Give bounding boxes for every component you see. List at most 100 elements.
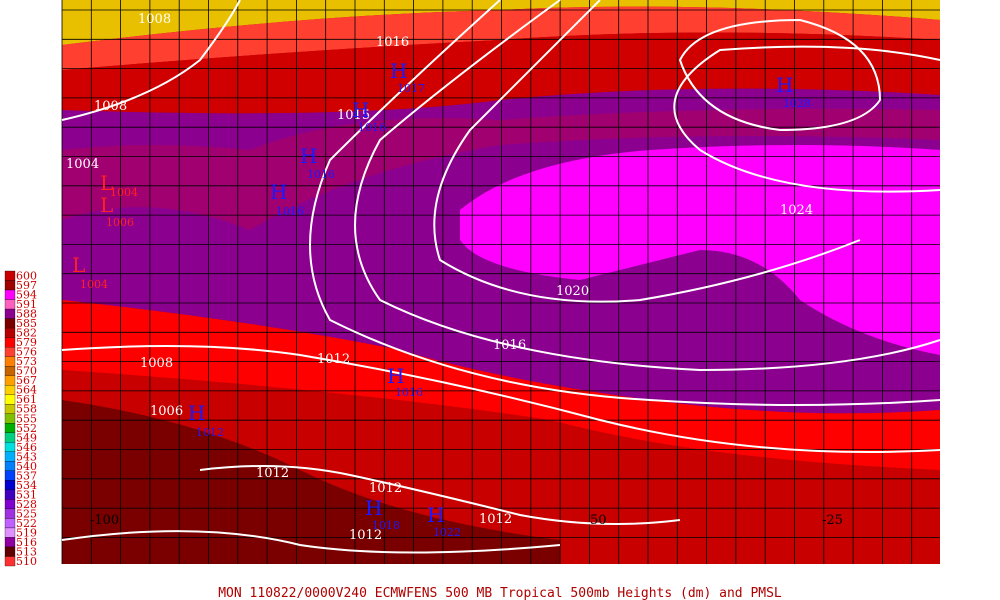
legend-swatch <box>4 356 16 367</box>
low-mark: L <box>72 253 85 277</box>
longitude-labels: -100 50 -25 <box>90 513 843 528</box>
band <box>62 6 940 70</box>
high-value: 1016 <box>395 386 423 399</box>
legend-label: 564 <box>16 384 37 397</box>
legend-swatch <box>4 423 16 433</box>
isobar-line <box>309 0 941 406</box>
high-mark: H <box>270 180 287 204</box>
isobar-line <box>678 18 882 132</box>
legend-swatch <box>4 299 16 310</box>
band <box>62 400 560 564</box>
legend-label: 591 <box>16 298 37 311</box>
isobar-label: 1012 <box>349 528 382 543</box>
isobar-label: 1008 <box>140 356 173 371</box>
legend-label: 540 <box>16 460 37 473</box>
high-value: 1016 <box>307 168 335 181</box>
isobar-label: 1012 <box>369 481 402 496</box>
band <box>62 108 940 230</box>
legend-label: 576 <box>16 346 37 359</box>
color-legend: 6005975945915885855825795765735705675645… <box>4 270 37 568</box>
pressure-centers: H 1017 H 1016 H 1016 H 1016 H 1028 H 101… <box>72 59 811 539</box>
legend-swatch <box>4 289 16 300</box>
legend-swatch <box>4 366 16 376</box>
legend-swatch <box>4 546 16 557</box>
high-value: 1016 <box>276 205 304 218</box>
legend-label: 555 <box>16 412 37 425</box>
high-value: 1016 <box>358 121 386 134</box>
legend-swatch <box>4 308 16 319</box>
legend-label: 561 <box>16 393 37 406</box>
legend-label: 558 <box>16 403 37 416</box>
legend-swatch <box>4 337 16 348</box>
high-mark: H <box>390 59 407 83</box>
legend-label: 597 <box>16 279 37 292</box>
high-mark: H <box>188 401 205 425</box>
legend-label: 510 <box>16 555 37 568</box>
isobar-label: 1016 <box>376 35 409 50</box>
isobar-line <box>673 45 941 193</box>
low-mark: L <box>100 193 113 217</box>
isobar-label: 1024 <box>780 203 813 218</box>
legend-label: 546 <box>16 441 37 454</box>
band <box>62 0 940 45</box>
legend-label: 519 <box>16 526 37 539</box>
band <box>62 300 940 470</box>
legend-label: 570 <box>16 365 37 378</box>
legend-label: 525 <box>16 507 37 520</box>
high-mark: H <box>387 364 404 388</box>
high-mark: H <box>365 496 382 520</box>
high-mark: H <box>300 144 317 168</box>
legend-swatch <box>4 346 16 357</box>
graticule <box>61 0 940 564</box>
legend-label: 537 <box>16 469 37 482</box>
high-value: 1017 <box>397 82 425 95</box>
low-value: 1004 <box>80 278 108 291</box>
legend-swatch <box>4 470 16 481</box>
legend-swatch <box>4 280 16 291</box>
isobar-line <box>433 0 861 303</box>
longitude-label: 50 <box>590 513 607 528</box>
legend-label: 528 <box>16 498 37 511</box>
legend-label: 585 <box>16 317 37 330</box>
isobar-line <box>61 530 561 554</box>
legend-swatch <box>4 499 16 510</box>
legend-swatch <box>4 432 16 443</box>
high-mark: H <box>776 73 793 97</box>
isobar-label: 1012 <box>317 352 350 367</box>
legend-swatch <box>4 527 16 538</box>
legend-swatch <box>4 327 16 338</box>
legend-label: 513 <box>16 545 37 558</box>
legend-label: 594 <box>16 289 37 302</box>
high-mark: H <box>352 98 369 122</box>
legend-swatch <box>4 375 16 386</box>
legend-swatch <box>4 413 16 424</box>
isobar-label: 1012 <box>479 512 512 527</box>
legend-swatch <box>4 556 16 567</box>
legend-label: 543 <box>16 450 37 463</box>
longitude-label: -100 <box>90 513 119 528</box>
legend-label: 588 <box>16 308 37 321</box>
isobar-label: 1016 <box>493 338 526 353</box>
legend-label: 582 <box>16 327 37 340</box>
high-value: 1022 <box>433 526 461 539</box>
isobar-label: 1008 <box>138 12 171 27</box>
high-value: 1012 <box>196 426 224 439</box>
legend-label: 552 <box>16 422 37 435</box>
legend-label: 567 <box>16 374 37 387</box>
isobar-label: 1020 <box>556 284 589 299</box>
isobars <box>61 0 941 554</box>
legend-swatch <box>4 451 16 462</box>
low-value: 1004 <box>110 186 138 199</box>
band <box>62 32 940 114</box>
legend-label: 579 <box>16 336 37 349</box>
isobar-label: 1012 <box>256 466 289 481</box>
legend-swatch <box>4 537 16 548</box>
legend-swatch <box>4 394 16 405</box>
isobar-line <box>354 0 941 372</box>
isobar-label: 1008 <box>94 99 127 114</box>
legend-label: 573 <box>16 355 37 368</box>
footer-title: MON 110822/0000V240 ECMWFENS 500 MB Trop… <box>218 586 782 600</box>
isobar-line <box>61 0 241 121</box>
legend-label: 522 <box>16 517 37 530</box>
